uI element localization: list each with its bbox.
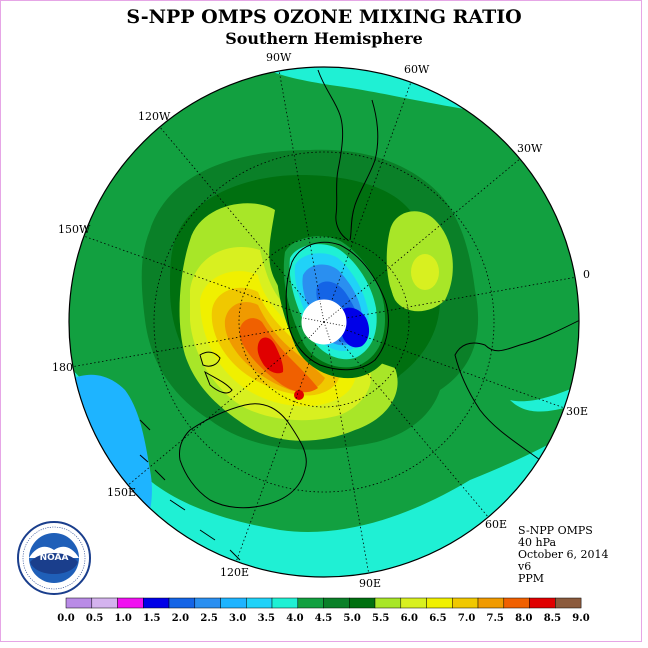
colorbar-swatch: [143, 597, 170, 609]
lon-30e-label: 30E: [566, 405, 588, 418]
colorbar-swatch: [555, 597, 582, 609]
colorbar-swatch: [503, 597, 530, 609]
colorbar-swatch: [271, 597, 299, 609]
lon-30w-label: 30W: [517, 142, 543, 155]
coast-south-america-east: [349, 99, 379, 241]
colorbar-swatch: [349, 597, 376, 609]
colorbar-swatch: [246, 597, 273, 609]
band-8-5-spot: [294, 390, 304, 400]
chart-subtitle: Southern Hemisphere: [225, 29, 423, 48]
colorbar-swatch: [529, 597, 556, 609]
colorbar-tick-label: 8.0: [515, 613, 532, 624]
colorbar-tick-label: 7.5: [486, 613, 503, 624]
graticule: [70, 69, 578, 576]
chart-title: S-NPP OMPS OZONE MIXING RATIO: [126, 6, 522, 28]
colorbar-swatch: [194, 597, 221, 609]
info-units: PPM: [518, 572, 545, 585]
colorbar-swatch: [168, 597, 196, 609]
coastlines: [139, 69, 579, 561]
colorbar-swatch: [323, 597, 350, 609]
colorbar-swatch: [297, 597, 324, 609]
info-instrument: S-NPP OMPS: [518, 524, 593, 537]
colorbar-tick-label: 2.5: [200, 613, 217, 624]
map-border: [68, 66, 580, 578]
lon-60w-label: 60W: [404, 63, 430, 76]
colorbar-tick-label: 6.5: [429, 613, 446, 624]
colorbar-tick-label: 7.0: [458, 613, 475, 624]
colorbar-swatch: [452, 597, 479, 609]
colorbar-swatch: [91, 597, 118, 609]
coast-nz-south: [204, 370, 233, 394]
colorbar-swatch: [117, 597, 144, 609]
colorbar-tick-label: 3.5: [258, 613, 275, 624]
lon-90w-label: 90W: [266, 51, 292, 64]
colorbar-tick-label: 9.0: [572, 613, 589, 624]
colorbar-tick-label: 5.0: [343, 613, 360, 624]
colorbar-swatch: [477, 597, 505, 609]
info-version: v6: [518, 560, 532, 573]
colorbar-swatch: [65, 597, 93, 609]
colorbar-tick-label: 2.0: [172, 613, 189, 624]
colorbar-tick-label: 1.5: [143, 613, 160, 624]
colorbar-tick-label: 4.5: [315, 613, 332, 624]
info-level: 40 hPa: [518, 536, 557, 549]
colorbar-swatch: [426, 597, 453, 609]
colorbar-tick-label: 6.0: [401, 613, 418, 624]
band-cyan-bottom: [69, 360, 579, 577]
info-block: S-NPP OMPS 40 hPa October 6, 2014 v6 PPM: [518, 525, 609, 585]
info-date: October 6, 2014: [518, 548, 609, 561]
noaa-logo-text: NOAA: [40, 553, 69, 563]
band-yellow-east: [411, 254, 439, 290]
coast-australia: [179, 403, 307, 509]
lon-90e-label: 90E: [359, 577, 381, 590]
colorbar-tick-label: 1.0: [114, 613, 131, 624]
coast-islands: [139, 419, 241, 561]
colorbar-tick-label: 0.0: [57, 613, 74, 624]
coast-new-zealand: [199, 351, 221, 367]
polar-cap-grid: [302, 300, 346, 344]
lon-150e-label: 150E: [107, 486, 136, 499]
colorbar-tick-label: 5.5: [372, 613, 389, 624]
colorbar-tick-label: 3.0: [229, 613, 246, 624]
coast-south-america: [317, 69, 349, 241]
lon-180-label: 180: [52, 361, 73, 374]
colorbar-swatch: [400, 597, 427, 609]
lon-0-label: 0: [583, 268, 590, 281]
noaa-logo: NOAA: [17, 521, 91, 595]
colorbar-swatch: [374, 597, 402, 609]
lon-60e-label: 60E: [485, 518, 507, 531]
band-8-5: [257, 337, 284, 374]
colorbar-swatch: [220, 597, 247, 609]
lon-120e-label: 120E: [220, 566, 249, 579]
colorbar: 0.0 0.5 1.0 1.5 2.0 2.5 3.0 3.5 4.0 4.5 5.0 5.5 6.0 6…: [57, 597, 590, 624]
lon-120w-label: 120W: [138, 110, 171, 123]
colorbar-tick-label: 8.5: [544, 613, 561, 624]
coast-antarctica: [285, 241, 389, 371]
hole-blue-1-5: [339, 307, 370, 348]
colorbar-tick-label: 0.5: [86, 613, 103, 624]
colorbar-tick-label: 4.0: [286, 613, 303, 624]
lon-150w-label: 150W: [58, 223, 91, 236]
